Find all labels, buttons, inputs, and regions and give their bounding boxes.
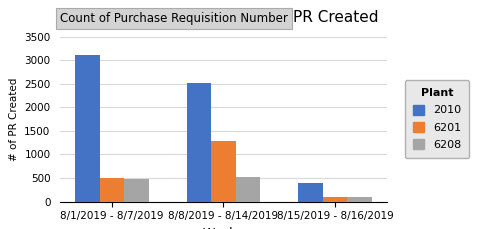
- Bar: [322, 197, 347, 202]
- Bar: [186, 83, 211, 202]
- X-axis label: Weeks: Weeks: [202, 227, 243, 229]
- Bar: [235, 177, 260, 202]
- Bar: [211, 141, 235, 202]
- Bar: [124, 179, 148, 202]
- Legend: 2010, 6201, 6208: 2010, 6201, 6208: [404, 80, 468, 158]
- Text: Count of Purchase Requisition Number: Count of Purchase Requisition Number: [60, 12, 288, 25]
- Bar: [298, 183, 322, 202]
- Bar: [75, 55, 99, 202]
- Bar: [347, 197, 371, 202]
- Y-axis label: # of PR Created: # of PR Created: [9, 77, 19, 161]
- Text: PR Created: PR Created: [293, 10, 378, 25]
- Bar: [99, 178, 124, 202]
